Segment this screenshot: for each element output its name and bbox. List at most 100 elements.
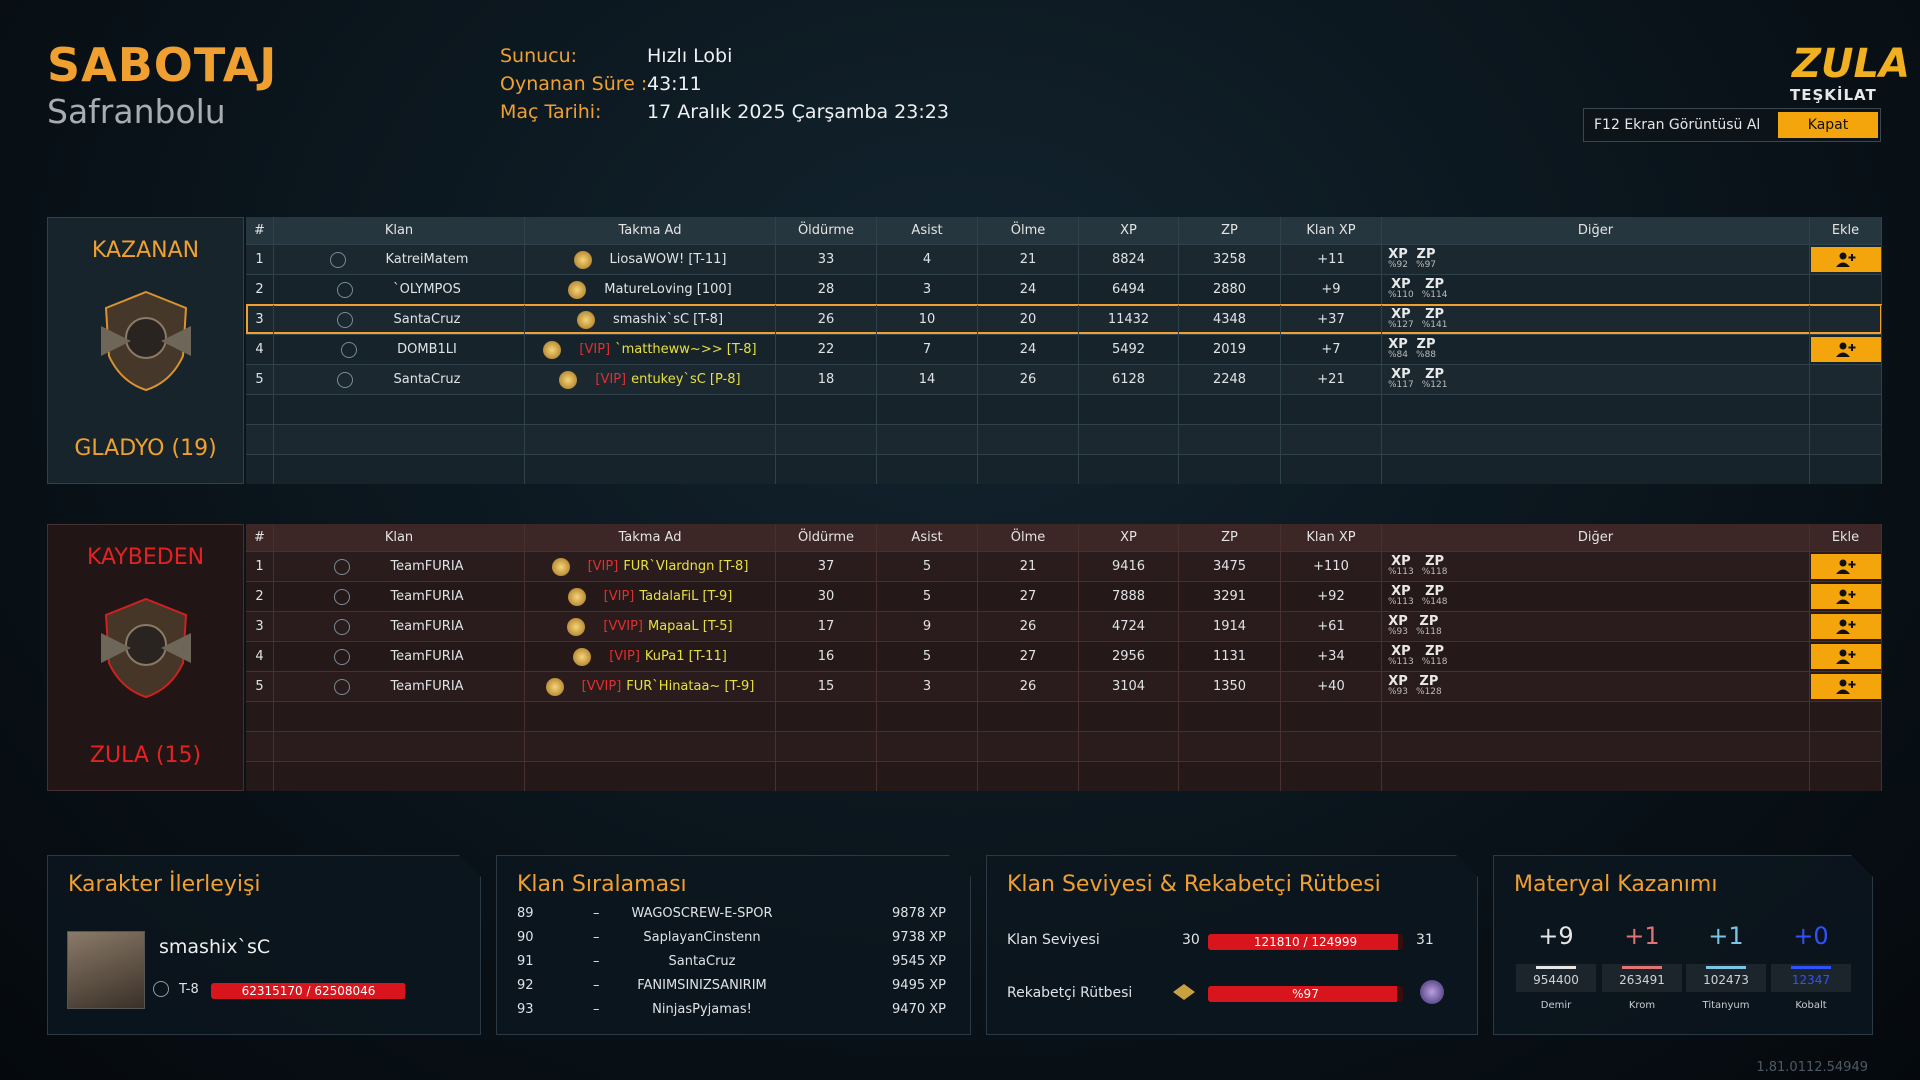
- cell: [246, 425, 274, 454]
- cell: 17: [776, 612, 877, 641]
- add-friend-button[interactable]: [1810, 674, 1881, 699]
- close-button[interactable]: Kapat: [1778, 112, 1878, 138]
- cell: [1810, 305, 1882, 334]
- material-bar: [1791, 966, 1831, 969]
- rank: 1: [255, 559, 264, 574]
- cell: [978, 732, 1079, 761]
- rank: 4: [255, 649, 264, 664]
- clan-name: SantaCruz: [668, 954, 736, 969]
- cell: [1382, 395, 1810, 424]
- team-panel: KAZANAN GLADYO (19): [47, 217, 244, 484]
- zp: 3258: [1212, 252, 1247, 267]
- column-header: ZP: [1179, 217, 1281, 244]
- assists: 3: [922, 282, 932, 297]
- screenshot-button[interactable]: F12 Ekran Görüntüsü Al: [1594, 117, 1761, 133]
- cell: [525, 395, 776, 424]
- add-friend-button[interactable]: [1810, 614, 1881, 639]
- cell: XP %113 ZP %118: [1382, 642, 1810, 671]
- cell: [525, 702, 776, 731]
- cell: [1810, 552, 1882, 581]
- cell: 21: [978, 552, 1079, 581]
- bonus: ZP %97: [1416, 248, 1436, 271]
- header-row: # Klan Takma Ad Öldürme Asist Ölme XP ZP Klan XP…: [246, 217, 1882, 244]
- column-header: #: [246, 217, 274, 244]
- team-name: GLADYO (19): [74, 436, 217, 461]
- player-row: [246, 394, 1882, 424]
- bonus: XP %93: [1388, 673, 1408, 698]
- column-header: Diğer: [1382, 217, 1810, 244]
- column-header: Ekle: [1810, 217, 1882, 244]
- icon-shape: [1835, 619, 1855, 634]
- xp: 9416: [1111, 559, 1146, 574]
- cell: [877, 702, 978, 731]
- clan-name: WAGOSCREW-E-SPOR: [631, 906, 773, 921]
- cell: [274, 455, 525, 484]
- cell: [776, 455, 877, 484]
- clan_xp: +61: [1317, 619, 1345, 634]
- cell: [1179, 395, 1281, 424]
- player-row: [246, 424, 1882, 454]
- cell: [VIP] FUR`Vlardngn [T-8]: [525, 552, 776, 581]
- bonus-label: XP: [1391, 366, 1411, 382]
- material-total: 102473: [1703, 973, 1749, 987]
- player-rank: T-8: [179, 982, 199, 997]
- nick: entukey`sC [P-8]: [631, 372, 741, 387]
- clan_xp: +110: [1313, 559, 1349, 574]
- kills: 22: [817, 342, 835, 357]
- cell: +11: [1281, 245, 1382, 274]
- column-header: Ekle: [1810, 524, 1882, 551]
- bonus-label: ZP: [1425, 643, 1445, 659]
- cell: [1179, 702, 1281, 731]
- add-friend-button[interactable]: [1810, 554, 1881, 579]
- assists: 3: [922, 679, 932, 694]
- assists: 5: [922, 559, 932, 574]
- cell: [1810, 245, 1882, 274]
- player-name: smashix`sC: [159, 936, 271, 958]
- icon-shape: [1835, 252, 1855, 267]
- deaths: 20: [1019, 312, 1037, 327]
- team-status: KAZANAN: [91, 238, 200, 263]
- bonus-label: XP: [1391, 306, 1411, 322]
- column-header: Klan: [274, 217, 525, 244]
- bonus-value: %118: [1416, 626, 1442, 637]
- cell: 4: [877, 245, 978, 274]
- cell: TeamFURIA: [274, 642, 525, 671]
- cell: 6128: [1079, 365, 1179, 394]
- nick: smashix`sC [T-8]: [612, 312, 724, 327]
- cell: +9: [1281, 275, 1382, 304]
- add-friend-button[interactable]: [1810, 247, 1881, 272]
- icon-shape: [1839, 619, 1846, 626]
- clan-xp: 9738 XP: [892, 930, 946, 945]
- assists: 10: [918, 312, 936, 327]
- player-row: [246, 701, 1882, 731]
- cell: 24: [978, 335, 1079, 364]
- score-table: # Klan Takma Ad Öldürme Asist Ölme XP ZP Klan XP…: [246, 217, 1882, 484]
- clan_xp: +7: [1321, 342, 1341, 357]
- zp: 1131: [1212, 649, 1247, 664]
- bonus-value: %88: [1416, 349, 1437, 360]
- deaths: 21: [1019, 252, 1037, 267]
- clan: KatreiMatem: [385, 252, 469, 267]
- clan-icon: [337, 311, 354, 328]
- material-gain: +1: [1624, 922, 1660, 950]
- add-friend-button[interactable]: [1810, 337, 1881, 362]
- cell: XP %92 ZP %97: [1382, 245, 1810, 274]
- bonus-label: ZP: [1425, 306, 1445, 322]
- cell: +110: [1281, 552, 1382, 581]
- rank: 2: [255, 282, 264, 297]
- player-row: [246, 731, 1882, 761]
- add-friend-button[interactable]: [1810, 584, 1881, 609]
- cell: 1350: [1179, 672, 1281, 701]
- material-total: 954400: [1533, 973, 1579, 987]
- deaths: 26: [1019, 679, 1037, 694]
- add-friend-button[interactable]: [1810, 644, 1881, 669]
- bonus-label: XP: [1388, 673, 1408, 689]
- clan_xp: +9: [1321, 282, 1341, 297]
- vip-tag: [VIP]: [579, 342, 611, 357]
- bonus-label: ZP: [1419, 673, 1439, 689]
- icon-shape: [1835, 589, 1855, 604]
- clan: TeamFURIA: [390, 679, 464, 694]
- material-gain: +0: [1793, 922, 1829, 950]
- icon-shape: [1839, 589, 1846, 596]
- cell: [VIP] KuPa1 [T-11]: [525, 642, 776, 671]
